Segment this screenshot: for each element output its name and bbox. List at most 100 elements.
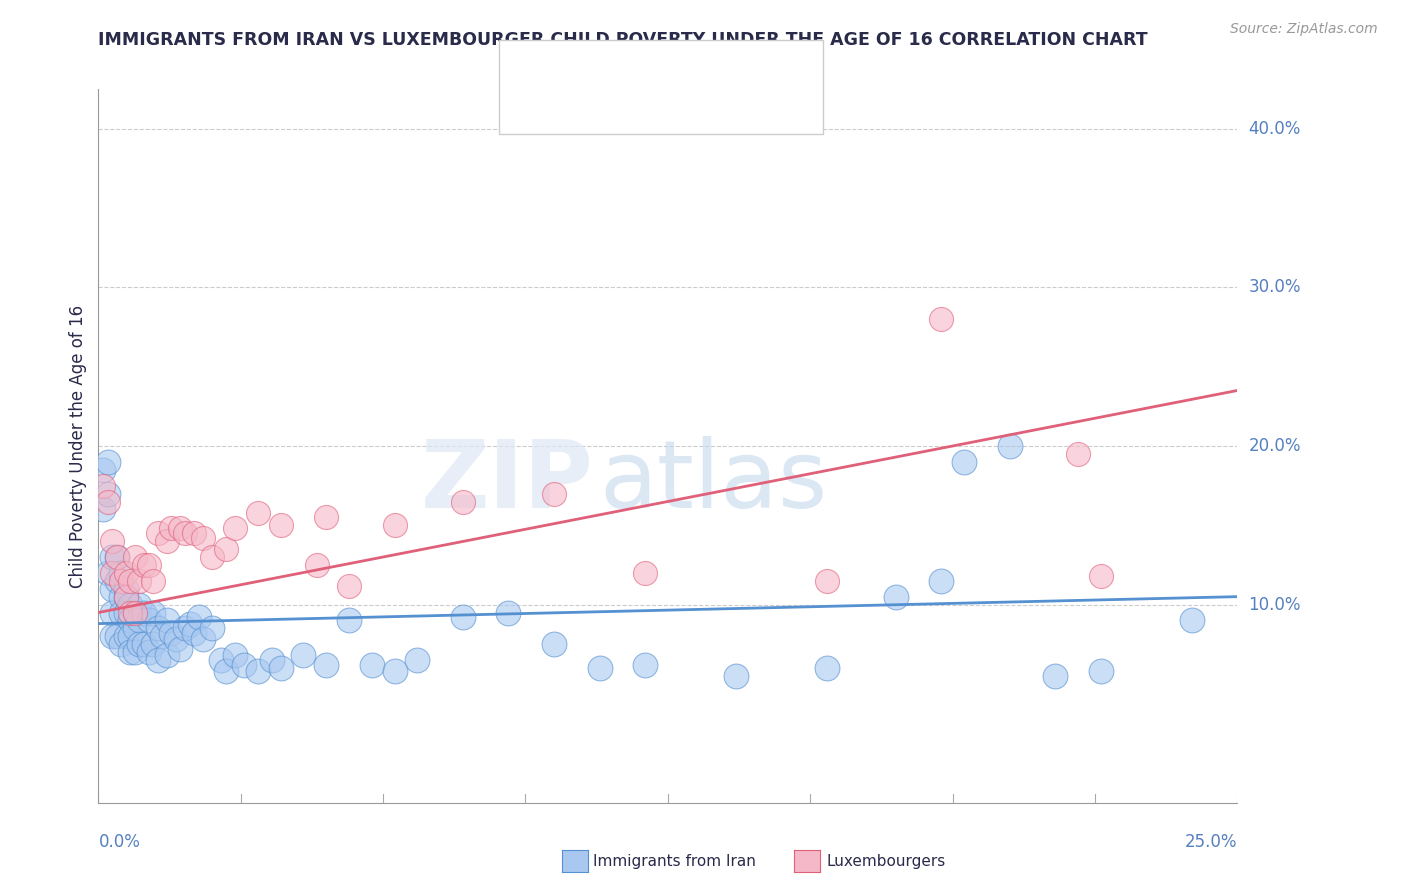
Point [128,598,150,612]
Point [929,574,952,588]
Point [96,455,118,469]
Point [165,632,187,647]
Text: 0.058: 0.058 [592,58,644,76]
Point [132,606,155,620]
Point [1090,664,1112,678]
Point [1067,447,1090,461]
Point [138,558,160,572]
Point [307,558,329,572]
Point [929,312,952,326]
Point [179,616,201,631]
Point [588,661,610,675]
Point [91,463,114,477]
Point [169,642,191,657]
Text: N =: N = [641,58,689,76]
Point [1181,614,1204,628]
Point [169,521,191,535]
Point [124,645,146,659]
Point [101,606,124,620]
Point [201,549,224,564]
Point [132,637,155,651]
Point [360,657,382,672]
Point [406,653,429,667]
Point [146,621,169,635]
Point [451,494,474,508]
Point [160,626,183,640]
Point [114,590,136,604]
Point [105,549,128,564]
Point [101,549,124,564]
Point [128,637,150,651]
Point [142,606,165,620]
Point [114,629,136,643]
Point [884,590,907,604]
Point [384,518,406,533]
Text: Immigrants from Iran: Immigrants from Iran [593,855,756,869]
Point [953,455,976,469]
Point [150,629,173,643]
Point [96,566,118,580]
Point [120,614,142,628]
Point [142,637,165,651]
Point [998,439,1021,453]
Point [101,629,124,643]
Point [124,606,146,620]
Text: R =: R = [557,96,593,114]
Point [270,661,292,675]
Point [815,574,838,588]
Point [1043,669,1066,683]
Point [543,486,565,500]
Point [384,664,406,678]
Point [224,521,246,535]
Point [101,566,124,580]
Point [215,542,238,557]
Point [174,526,197,541]
Point [156,614,179,628]
Point [209,653,232,667]
Point [124,549,146,564]
Point [174,621,197,635]
Point [146,653,169,667]
Point [183,626,205,640]
Point [101,582,124,596]
Point [138,645,160,659]
Y-axis label: Child Poverty Under the Age of 16: Child Poverty Under the Age of 16 [69,304,87,588]
Point [246,506,269,520]
Point [110,574,132,588]
Point [110,637,132,651]
Point [128,614,150,628]
Point [725,669,748,683]
Point [105,549,128,564]
Text: 40.0%: 40.0% [1249,120,1301,138]
Point [215,664,238,678]
Text: IMMIGRANTS FROM IRAN VS LUXEMBOURGER CHILD POVERTY UNDER THE AGE OF 16 CORRELATI: IMMIGRANTS FROM IRAN VS LUXEMBOURGER CHI… [98,31,1149,49]
Point [120,645,142,659]
Text: ZIP: ZIP [420,435,593,528]
Text: 0.0%: 0.0% [98,833,141,851]
Point [315,657,337,672]
Text: N =: N = [641,96,689,114]
Point [114,590,136,604]
Point [114,606,136,620]
Point [142,574,165,588]
Point [246,664,269,678]
Text: 20.0%: 20.0% [1249,437,1301,455]
Point [315,510,337,524]
Point [96,486,118,500]
Point [91,478,114,492]
Point [96,494,118,508]
Text: Source: ZipAtlas.com: Source: ZipAtlas.com [1230,22,1378,37]
Point [91,502,114,516]
Point [187,610,209,624]
Text: R =: R = [557,58,593,76]
Point [156,534,179,549]
Point [634,657,657,672]
Text: 0.372: 0.372 [592,96,645,114]
Point [114,582,136,596]
Point [110,590,132,604]
Point [815,661,838,675]
Point [120,574,142,588]
Text: 10.0%: 10.0% [1249,596,1301,614]
Point [105,629,128,643]
Point [160,521,183,535]
